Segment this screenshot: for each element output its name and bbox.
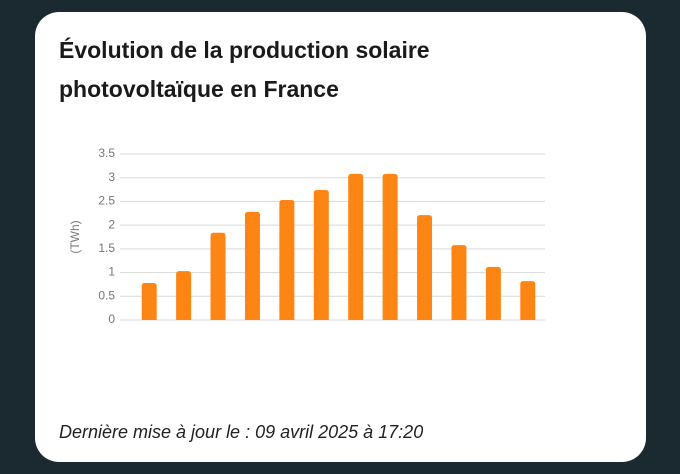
y-axis-label: (TWh) (68, 220, 82, 253)
bar (244, 211, 260, 320)
card (35, 12, 646, 462)
y-tick-label: 1 (108, 265, 115, 279)
y-tick-label: 2.5 (98, 194, 115, 208)
footer: Dernière mise à jour le : 09 avril 2025 … (59, 422, 423, 442)
y-tick-label: 2 (108, 217, 115, 231)
y-tick-label: 1.5 (98, 241, 115, 255)
bar (382, 173, 398, 320)
y-tick-label: 3.5 (98, 146, 115, 160)
bar (451, 245, 467, 320)
bar (348, 173, 364, 320)
chart-title: photovoltaïque en France (59, 76, 339, 102)
bar (279, 200, 295, 320)
y-tick-label: 0 (108, 312, 115, 326)
y-tick-label: 3 (108, 170, 115, 184)
y-tick-label: 0.5 (98, 288, 115, 302)
bar (485, 266, 501, 320)
bar (313, 190, 329, 320)
bar (417, 215, 433, 320)
bar (520, 281, 536, 320)
chart-title: Évolution de la production solaire (59, 36, 430, 63)
bar (141, 283, 157, 320)
bar (176, 271, 192, 320)
bar (210, 232, 226, 320)
